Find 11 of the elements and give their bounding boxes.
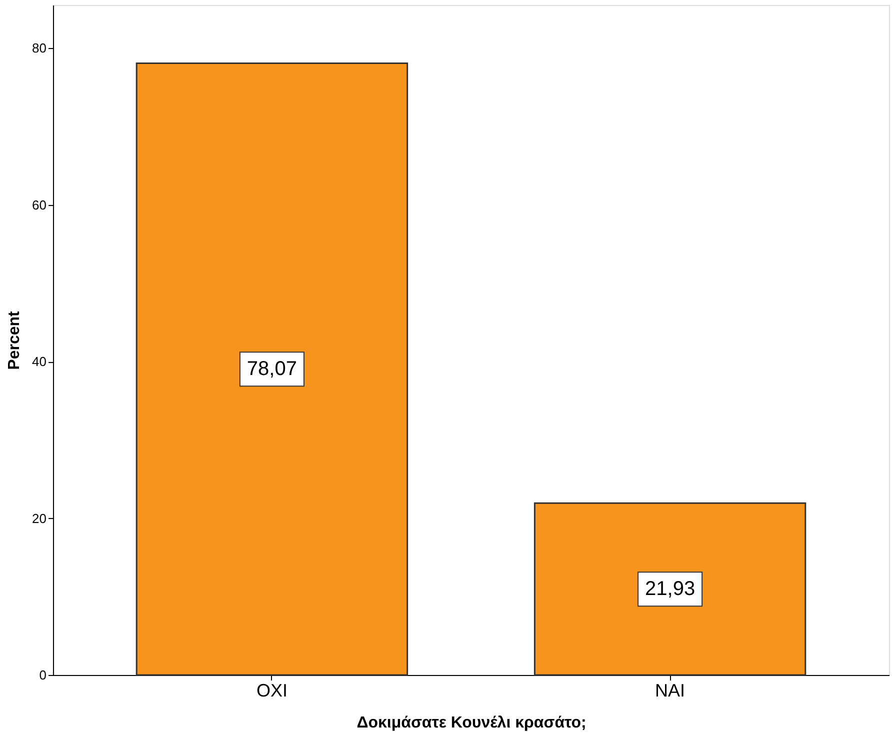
y-tick-label: 20 [32,510,46,526]
x-axis-title: Δοκιμάσατε Κουνέλι κρασάτο; [356,714,586,732]
y-tick-label: 80 [32,40,46,56]
x-tick-label: ΟΧΙ [256,680,288,700]
data-label: 78,07 [246,358,297,380]
data-label: 21,93 [645,578,696,600]
x-tick-label: ΝΑΙ [655,680,686,700]
y-tick-label: 0 [39,668,46,682]
y-tick-label: 60 [32,197,46,212]
y-tick-label: 40 [32,354,46,370]
y-axis-title: Percent [6,310,24,370]
